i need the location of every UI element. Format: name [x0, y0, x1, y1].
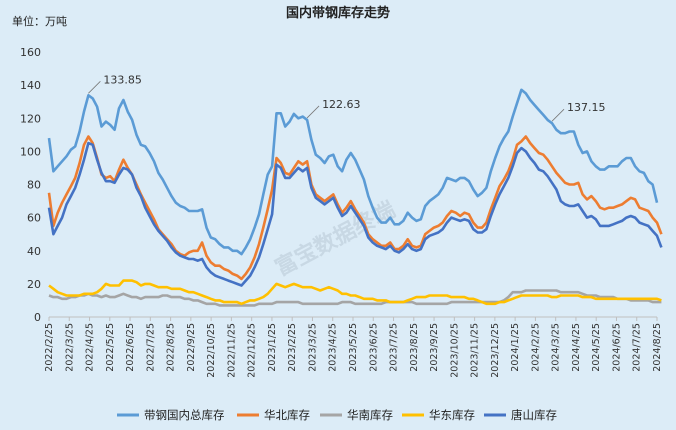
y-tick-label: 160: [20, 46, 41, 59]
y-tick-label: 80: [27, 179, 41, 192]
x-tick-label: 2023/1/25: [267, 323, 278, 372]
x-tick-label: 2024/4/25: [571, 323, 582, 372]
x-tick-label: 2022/6/25: [125, 323, 136, 372]
x-tick-label: 2022/8/25: [166, 323, 177, 372]
annotation-label: 122.63: [322, 98, 361, 111]
legend-label: 华北库存: [264, 408, 310, 422]
chart-title: 国内带钢库存走势: [286, 5, 390, 21]
x-tick-label: 2023/12/25: [490, 323, 501, 378]
x-tick-label: 2022/10/25: [206, 323, 217, 378]
x-tick-label: 2023/2/25: [287, 323, 298, 372]
watermark: 富宝数据终端: [271, 196, 400, 281]
annotation-leader: [306, 105, 320, 119]
annotation-label: 137.15: [567, 101, 606, 114]
legend-label: 唐山库存: [511, 408, 557, 422]
x-tick-label: 2023/3/25: [307, 323, 318, 372]
series-line-4: [47, 141, 663, 287]
legend-label: 华南库存: [347, 408, 393, 422]
legend-label: 华东库存: [429, 408, 475, 422]
series-line-3: [48, 279, 662, 306]
annotation-label: 133.85: [103, 73, 142, 86]
series-line-2: [48, 289, 662, 307]
annotation-leader: [551, 108, 565, 122]
x-tick-label: 2024/6/25: [611, 323, 622, 372]
x-tick-label: 2024/3/25: [551, 323, 562, 372]
series-lines: [47, 88, 663, 307]
x-tick-label: 2024/2/25: [530, 323, 541, 372]
x-tick-label: 2023/11/25: [470, 323, 481, 378]
x-tick-label: 2022/5/25: [105, 323, 116, 372]
y-tick-label: 60: [27, 212, 41, 225]
x-tick-label: 2023/7/25: [389, 323, 400, 372]
y-tick-label: 40: [27, 245, 41, 258]
x-tick-label: 2023/4/25: [328, 323, 339, 372]
x-tick-label: 2023/10/25: [449, 323, 460, 378]
x-tick-label: 2023/6/25: [368, 323, 379, 372]
x-tick-label: 2022/7/25: [145, 323, 156, 372]
x-tick-label: 2022/3/25: [64, 323, 75, 372]
x-tick-label: 2024/8/25: [652, 323, 663, 372]
axes: 0 20 40 60 80 100 120 140 160 2022/2/25 2022/3/25 2…: [20, 46, 663, 378]
x-tick-label: 2024/7/25: [632, 323, 643, 372]
unit-label: 单位：万吨: [12, 14, 67, 28]
series-line-1: [47, 135, 663, 281]
x-tick-label: 2022/12/25: [247, 323, 258, 378]
x-tick-label: 2023/8/25: [409, 323, 420, 372]
y-tick-label: 0: [34, 311, 41, 324]
x-tick-label: 2024/1/25: [510, 323, 521, 372]
x-tick-label: 2023/9/25: [429, 323, 440, 372]
x-tick-label: 2022/11/25: [226, 323, 237, 378]
x-tick-label: 2022/4/25: [85, 323, 96, 372]
legend-label: 带钢国内总库存: [144, 408, 225, 422]
y-tick-label: 140: [20, 79, 41, 92]
legend: 带钢国内总库存 华北库存 华南库存 华东库存 唐山库存: [117, 408, 557, 422]
x-tick-label: 2022/2/25: [44, 323, 55, 372]
y-tick-label: 20: [27, 278, 41, 291]
x-tick-label: 2024/5/25: [591, 323, 602, 372]
y-tick-label: 120: [20, 112, 41, 125]
x-tick-label: 2022/9/25: [186, 323, 197, 372]
annotation-leader: [88, 81, 101, 94]
series-line-0: [47, 88, 659, 256]
annotations: 133.85 122.63 137.15: [88, 73, 606, 122]
x-tick-label: 2023/5/25: [348, 323, 359, 372]
y-tick-label: 100: [20, 145, 41, 158]
